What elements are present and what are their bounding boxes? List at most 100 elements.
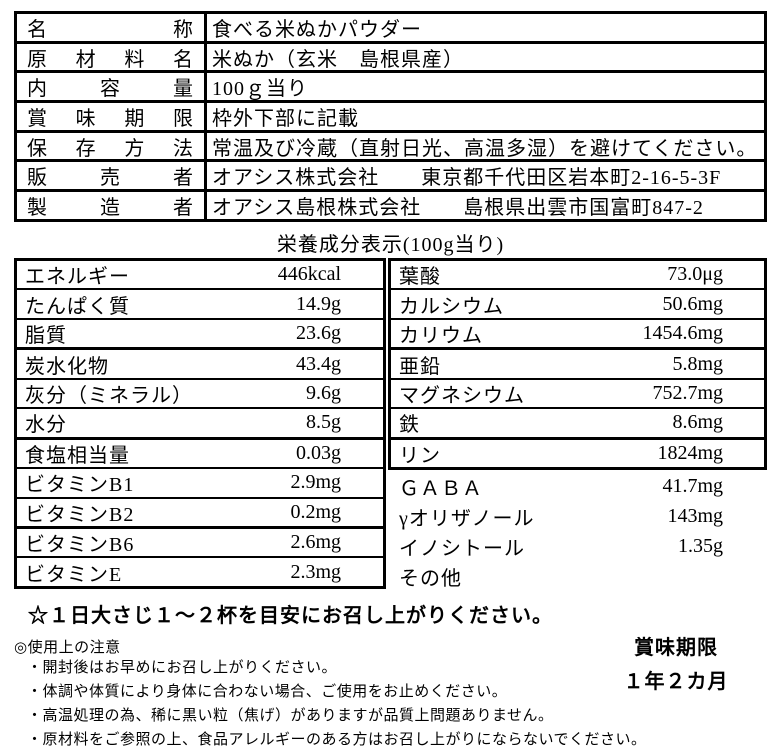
product-info-label: 販売者 <box>17 162 207 189</box>
nutrient-value: 446kcal <box>277 263 341 286</box>
nutrient-name: エネルギー <box>25 266 130 289</box>
expiry-value: １年２カ月 <box>623 671 729 693</box>
nutrient-value: 14.9g <box>296 292 341 315</box>
nutrient-row: その他 <box>388 561 767 591</box>
label-char: 名 <box>172 48 194 71</box>
nutrient-value: 9.6g <box>306 381 341 404</box>
nutrient-name: γオリザノール <box>399 507 535 530</box>
nutrient-name: 食塩相当量 <box>25 444 130 467</box>
nutrient-name: ビタミンB1 <box>25 474 135 497</box>
nutrient-row: 脂質 23.6g <box>17 317 383 348</box>
nutrient-name: イノシトール <box>399 537 525 560</box>
product-info-row: 製 造 者オアシス島根株式会社 島根県出雲市国富町847-2 <box>17 192 764 219</box>
nutrient-row: ビタミンB1 2.9mg <box>17 467 383 496</box>
serving-suggestion-note: ☆１日大さじ１～２杯を目安にお召し上がりください。 <box>28 605 553 627</box>
nutrient-value: 1454.6mg <box>642 322 723 345</box>
label-char: 法 <box>172 137 194 160</box>
nutrient-value: 8.6mg <box>672 411 723 434</box>
nutrient-row: リン 1824mg <box>391 436 764 467</box>
nutrient-name: 亜鉛 <box>399 355 441 378</box>
nutrient-row: マグネシウム 752.7mg <box>391 377 764 407</box>
nutrient-value: 2.9mg <box>290 471 341 494</box>
label-char: 方 <box>124 137 146 160</box>
nutrient-name: ビタミンB6 <box>25 534 135 557</box>
nutrient-name: カリウム <box>399 325 483 348</box>
nutrient-name: 脂質 <box>25 325 67 348</box>
usage-note-item: ・高温処理の為、稀に黒い粒（焦げ）がありますが品質上問題ありません。 <box>27 708 554 724</box>
label-char: 造 <box>100 196 121 219</box>
product-info-row: 原 材 料 名米ぬか（玄米 島根県産） <box>17 43 764 74</box>
nutrient-row: 水分 8.5g <box>17 407 383 436</box>
nutrient-row: 葉酸 73.0μg <box>391 261 764 288</box>
product-info-value: オアシス株式会社 東京都千代田区岩本町2-16-5-3F <box>212 167 722 190</box>
nutrient-row: ビタミンB2 0.2mg <box>17 496 383 526</box>
product-info-row: 販 売 者オアシス株式会社 東京都千代田区岩本町2-16-5-3F <box>17 162 764 193</box>
product-info-value: オアシス島根株式会社 島根県出雲市国富町847-2 <box>212 196 704 219</box>
label-char: 限 <box>172 107 194 130</box>
label-char: 量 <box>173 78 194 101</box>
nutrient-value: 2.6mg <box>290 531 341 554</box>
product-info-value: 食べる米ぬかパウダー <box>212 18 422 41</box>
nutrient-name: 鉄 <box>399 414 420 437</box>
label-char: 者 <box>173 167 194 190</box>
product-info-value: 100ｇ当り <box>212 78 308 101</box>
nutrient-value: 1.35g <box>678 534 723 557</box>
product-info-value: 米ぬか（玄米 島根県産） <box>212 48 464 71</box>
nutrient-row: たんぱく質 14.9g <box>17 288 383 318</box>
nutrient-row: 食塩相当量 0.03g <box>17 436 383 467</box>
nutrient-name: たんぱく質 <box>25 295 130 318</box>
product-info-row: 保 存 方 法常温及び冷蔵（直射日光、高温多湿）を避けてください。 <box>17 132 764 163</box>
label-char: 容 <box>100 78 121 101</box>
nutrient-row: γオリザノール 143mg <box>388 501 767 531</box>
nutrient-name: 灰分（ミネラル） <box>25 384 193 407</box>
product-info-value: 常温及び冷蔵（直射日光、高温多湿）を避けてください。 <box>212 137 758 160</box>
nutrient-value: 752.7mg <box>652 381 723 404</box>
nutrient-value: 23.6g <box>296 322 341 345</box>
label-char: 期 <box>124 107 146 130</box>
product-info-label: 賞味期限 <box>17 103 207 130</box>
nutrient-name: その他 <box>399 567 462 590</box>
label-char: 料 <box>124 48 146 71</box>
nutrient-name: ビタミンB2 <box>25 503 135 526</box>
nutrient-row: 鉄 8.6mg <box>391 407 764 436</box>
nutrient-value: 41.7mg <box>662 474 723 497</box>
product-info-label: 保存方法 <box>17 132 207 160</box>
nutrient-row: 亜鉛 5.8mg <box>391 347 764 378</box>
nutrient-name: 炭水化物 <box>25 355 109 378</box>
label-char: 名 <box>27 18 48 41</box>
product-info-label: 内容量 <box>17 73 207 100</box>
label-char: 味 <box>75 107 97 130</box>
nutrition-table-right: 葉酸 73.0μg カルシウム 50.6mg カリウム 1454.6mg 亜鉛 5.8mg マグ… <box>388 258 767 471</box>
product-info-row: 名称食べる米ぬかパウダー <box>17 14 764 44</box>
product-info-table: 名称食べる米ぬかパウダー原材料名米ぬか（玄米 島根県産）内容量 100ｇ当り賞味期… <box>14 11 767 222</box>
nutrition-list-extra: ＧＡＢＡ 41.7mg γオリザノール 143mg イノシトール 1.35g その他 <box>388 471 767 591</box>
expiry-block: 賞味期限 １年２カ月 <box>601 631 751 694</box>
nutrition-table-left: エネルギー 446kcal たんぱく質 14.9g 脂質 23.6g 炭水化物 43.4g 灰分… <box>14 258 386 589</box>
nutrient-row: 灰分（ミネラル） 9.6g <box>17 377 383 407</box>
product-info-row: 内 容 量 100ｇ当り <box>17 73 764 104</box>
label-char: 材 <box>75 48 97 71</box>
nutrient-row: イノシトール 1.35g <box>388 531 767 561</box>
nutrient-value: 5.8mg <box>672 352 723 375</box>
nutrient-name: マグネシウム <box>399 384 525 407</box>
nutrient-row: カリウム 1454.6mg <box>391 317 764 348</box>
nutrient-name: ＧＡＢＡ <box>399 477 483 500</box>
product-info-label: 製造者 <box>17 192 207 219</box>
nutrient-name: リン <box>399 444 441 467</box>
nutrient-value: 0.2mg <box>290 500 341 523</box>
usage-notes-heading: ◎使用上の注意 <box>14 640 121 656</box>
nutrient-value: 1824mg <box>657 441 723 464</box>
nutrient-value: 73.0μg <box>667 263 723 286</box>
nutrient-row: ビタミンE 2.3mg <box>17 556 383 586</box>
label-char: 者 <box>173 196 194 219</box>
product-info-label: 名称 <box>17 14 207 41</box>
nutrient-row: カルシウム 50.6mg <box>391 288 764 318</box>
label-char: 販 <box>27 167 48 190</box>
nutrient-name: 水分 <box>25 414 67 437</box>
usage-note-item: ・開封後はお早めにお召し上がりください。 <box>27 660 338 676</box>
label-char: 売 <box>100 167 121 190</box>
expiry-label: 賞味期限 <box>634 637 718 659</box>
nutrient-row: ＧＡＢＡ 41.7mg <box>388 471 767 501</box>
nutrient-value: 2.3mg <box>290 560 341 583</box>
